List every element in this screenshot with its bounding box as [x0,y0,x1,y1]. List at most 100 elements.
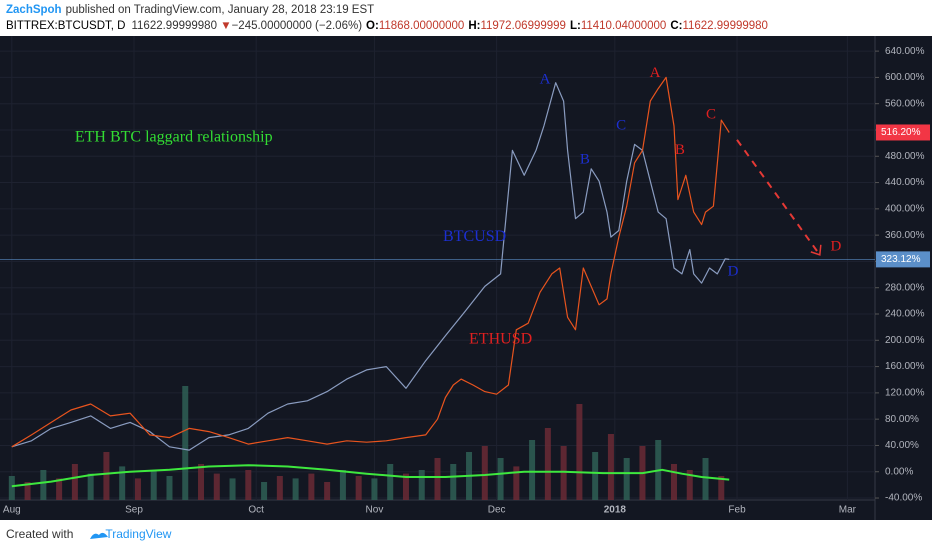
chart-background [0,36,932,520]
change: −245.00000000 (−2.06%) [231,20,363,32]
volume-bar [529,440,536,500]
y-tick-label: -40.00% [885,493,922,504]
price-badge-label: 323.12% [881,254,921,265]
line-series [11,76,730,448]
y-tick-label: 240.00% [885,309,925,320]
volume-bar [134,478,141,500]
volume-bar [623,458,630,500]
y-tick-label: 440.00% [885,177,925,188]
arrow-head [810,244,822,256]
x-tick-label: Aug [3,505,21,516]
volume-bar [544,428,551,500]
volume-bar [418,470,425,500]
y-tick-label: 120.00% [885,388,925,399]
volume-bar [481,446,488,500]
volume-bar [103,452,110,500]
x-tick-label: Feb [728,505,746,516]
volume-bar [576,404,583,500]
low: 11410.04000000 [580,20,667,32]
annotation: ETH BTC laggard relationship [75,129,273,146]
y-tick-label: 40.00% [885,440,919,451]
x-tick-label: Sep [125,505,143,516]
volume-bar [182,386,189,500]
annotation: A [540,71,551,87]
price-badge [876,124,930,141]
volume-bar [213,473,220,500]
volume-bar [592,452,599,500]
volume-bar [276,476,283,500]
y-tick-label: 640.00% [885,46,925,57]
annotation: ETHUSD [469,330,532,347]
annotation: D [728,263,739,279]
y-tick-label: 600.00% [885,72,925,83]
line-series [736,139,821,256]
volume-bar [371,478,378,500]
volume-bar [339,470,346,500]
price-badge [876,251,930,268]
annotation: BTCUSD [443,228,506,245]
brand[interactable]: TradingView [105,527,172,541]
volume-bar [40,470,47,500]
publish-line: ZachSpoh published on TradingView.com, Ja… [6,2,768,18]
x-tick-label: Dec [488,505,506,516]
logo [90,532,108,539]
low-label: L: [569,20,581,32]
volume-bar [607,434,614,500]
volume-bar [150,470,157,500]
volume-bar [387,464,394,500]
price-badge-label: 516.20% [881,127,921,138]
created-with: Created with [6,527,74,541]
symbol: BITTREX:BTCUSDT, D [6,20,126,32]
volume-bar [119,466,126,500]
quote-line: BITTREX:BTCUSDT, D 11622.99999980 ▼−245.0… [6,18,768,34]
annotation: D [831,238,842,254]
volume-bar [560,446,567,500]
y-tick-label: 280.00% [885,282,925,293]
y-tick-label: 480.00% [885,151,925,162]
y-tick-label: 360.00% [885,230,925,241]
volume-bar [198,464,205,500]
price: 11622.99999980 [131,20,217,32]
y-tick-label: 80.00% [885,414,919,425]
annotation: B [580,152,590,168]
annotation: A [650,65,661,81]
y-tick-label: 160.00% [885,361,925,372]
header: ZachSpoh published on TradingView.com, Ja… [6,2,768,34]
volume-bar [686,470,693,500]
x-tick-label: Nov [366,505,384,516]
volume-bar [497,458,504,500]
author[interactable]: ZachSpoh [6,4,62,16]
volume-bar [513,466,520,500]
volume-bar [56,478,63,500]
high-label: H: [468,20,481,32]
volume-bar [24,482,31,500]
x-tick-label: Mar [839,505,857,516]
volume-bar [166,476,173,500]
volume-bar [245,470,252,500]
x-tick-label: Oct [248,505,264,516]
volume-bar [450,464,457,500]
high: 11972.06999999 [480,20,566,32]
volume-bar [718,476,725,500]
volume-bar [71,464,78,500]
line-series [11,82,730,451]
chart: -40.00% 0.00% 40.00% 80.00% 120.00% 160.00% 20… [0,36,932,520]
volume-bar [292,478,299,500]
x-tick-label: 2018 [604,505,627,516]
open-label: O: [366,20,379,32]
volume-bar [670,464,677,500]
volume-bar [355,476,362,500]
volume-bar [229,478,236,500]
y-tick-label: 400.00% [885,203,925,214]
y-tick-label: 560.00% [885,98,925,109]
close-label: C: [670,20,683,32]
y-tick-label: 200.00% [885,335,925,346]
open: 11868.00000000 [378,20,465,32]
volume-bar [308,473,315,500]
arrow: ▼ [220,20,232,32]
close: 11622.99999980 [682,20,768,32]
volume-bar [261,482,268,500]
published: published on TradingView.com, January 28… [65,4,375,16]
annotation: C [706,106,716,122]
